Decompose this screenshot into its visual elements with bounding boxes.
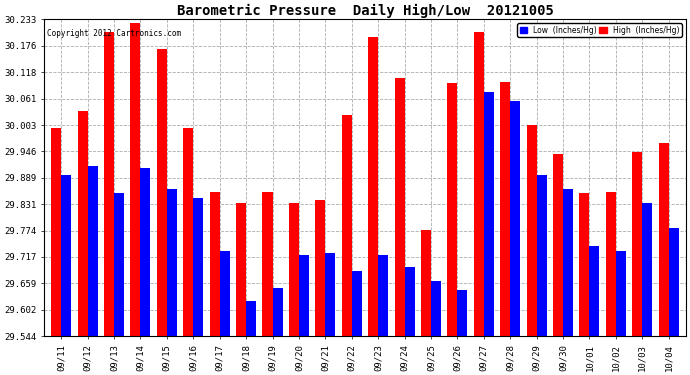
Bar xyxy=(246,302,256,336)
Bar xyxy=(484,92,494,336)
Bar xyxy=(130,23,141,336)
Bar xyxy=(210,192,219,336)
Bar xyxy=(61,175,71,336)
Bar xyxy=(262,192,273,336)
Text: Copyright 2012 Cartronics.com: Copyright 2012 Cartronics.com xyxy=(47,29,181,38)
Bar xyxy=(457,290,467,336)
Bar xyxy=(378,255,388,336)
Bar xyxy=(553,154,563,336)
Bar xyxy=(157,50,167,336)
Bar xyxy=(184,128,193,336)
Bar xyxy=(219,251,230,336)
Legend: Low  (Inches/Hg), High  (Inches/Hg): Low (Inches/Hg), High (Inches/Hg) xyxy=(518,23,682,37)
Bar xyxy=(669,228,679,336)
Bar xyxy=(352,272,362,336)
Bar xyxy=(537,175,546,336)
Bar xyxy=(51,128,61,336)
Bar xyxy=(77,111,88,336)
Bar xyxy=(616,251,626,336)
Bar xyxy=(395,78,404,336)
Bar xyxy=(404,267,415,336)
Bar xyxy=(325,253,335,336)
Bar xyxy=(88,166,98,336)
Bar xyxy=(421,230,431,336)
Bar xyxy=(474,32,484,336)
Bar xyxy=(659,143,669,336)
Bar xyxy=(431,280,441,336)
Bar xyxy=(299,255,309,336)
Bar xyxy=(236,202,246,336)
Bar xyxy=(114,193,124,336)
Bar xyxy=(589,246,600,336)
Bar xyxy=(167,189,177,336)
Bar xyxy=(500,82,510,336)
Bar xyxy=(580,193,589,336)
Bar xyxy=(289,202,299,336)
Bar xyxy=(563,189,573,336)
Bar xyxy=(193,198,204,336)
Bar xyxy=(526,125,537,336)
Bar xyxy=(141,168,150,336)
Bar xyxy=(368,37,378,336)
Bar xyxy=(642,202,652,336)
Bar xyxy=(273,288,282,336)
Bar xyxy=(104,32,114,336)
Title: Barometric Pressure  Daily High/Low  20121005: Barometric Pressure Daily High/Low 20121… xyxy=(177,4,553,18)
Bar xyxy=(447,83,457,336)
Bar xyxy=(606,192,616,336)
Bar xyxy=(342,115,352,336)
Bar xyxy=(315,200,325,336)
Bar xyxy=(632,152,642,336)
Bar xyxy=(510,101,520,336)
